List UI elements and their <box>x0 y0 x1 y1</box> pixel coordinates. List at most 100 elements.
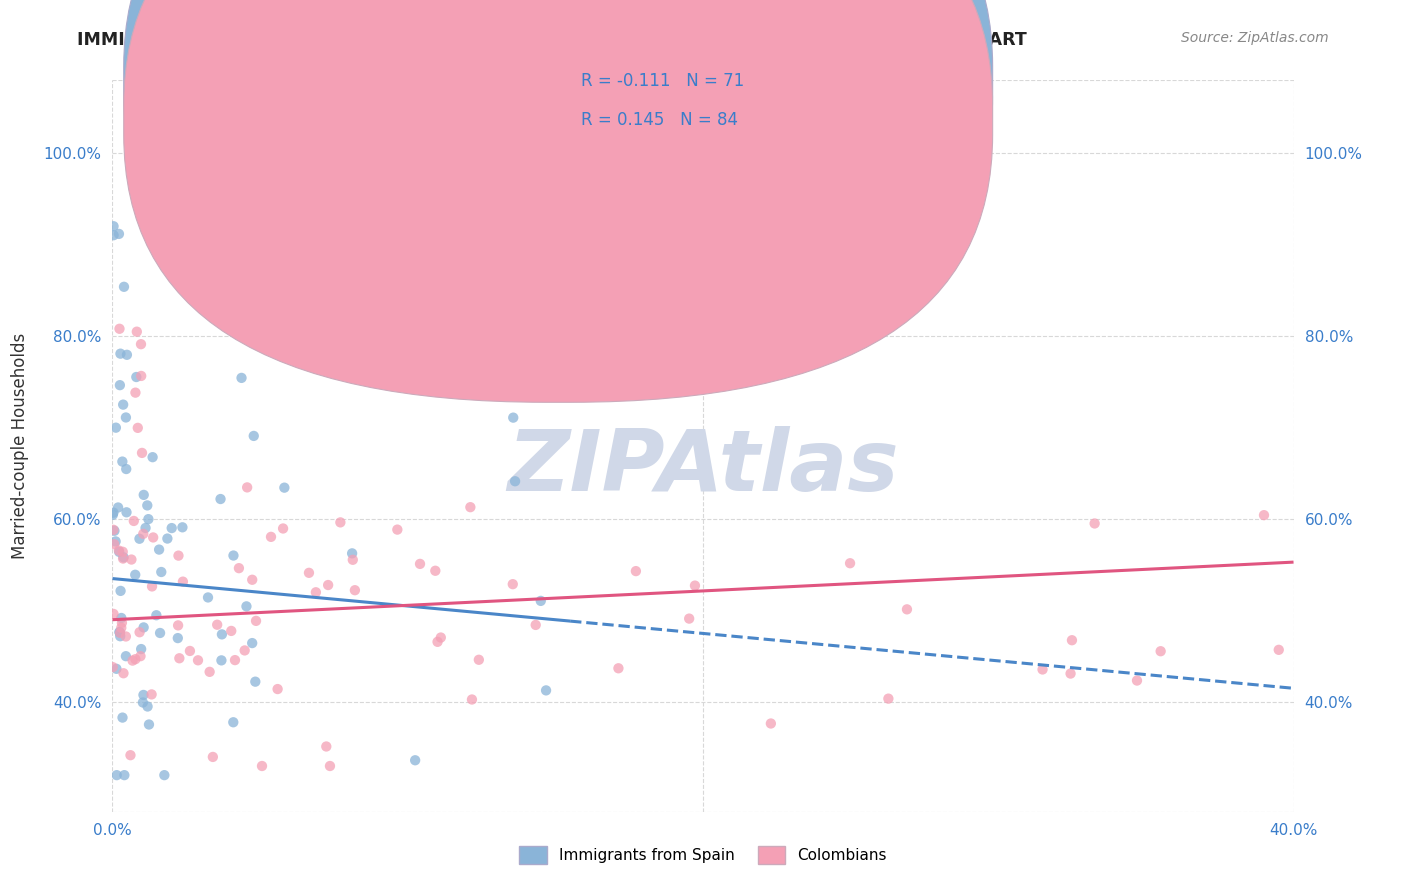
Point <box>534 683 557 698</box>
Point <box>131 446 153 460</box>
Point <box>209 653 232 667</box>
Point <box>115 348 138 362</box>
Point <box>219 624 242 638</box>
Point <box>678 612 700 626</box>
Point <box>108 625 131 640</box>
Point <box>129 642 152 657</box>
Point <box>167 618 190 632</box>
Point <box>503 475 526 489</box>
Point <box>430 631 453 645</box>
Point <box>103 219 125 234</box>
Point <box>105 662 128 676</box>
Point <box>759 716 782 731</box>
Point <box>197 591 219 605</box>
Point <box>115 649 138 664</box>
Point <box>149 626 172 640</box>
Text: ZIPAtlas: ZIPAtlas <box>508 426 898 509</box>
Text: IMMIGRANTS FROM SPAIN VS COLOMBIAN MARRIED-COUPLE HOUSEHOLDS CORRELATION CHART: IMMIGRANTS FROM SPAIN VS COLOMBIAN MARRI… <box>77 31 1026 49</box>
Point <box>115 630 138 644</box>
Point <box>111 710 134 724</box>
Point <box>468 653 491 667</box>
Point <box>108 545 131 559</box>
Point <box>104 420 127 434</box>
Point <box>125 325 148 339</box>
Point <box>877 691 900 706</box>
Point <box>228 561 250 575</box>
Point <box>298 566 321 580</box>
Text: Source: ZipAtlas.com: Source: ZipAtlas.com <box>1181 31 1329 45</box>
Point <box>132 688 155 702</box>
Point <box>409 557 432 571</box>
Point <box>1032 663 1054 677</box>
Point <box>112 280 135 294</box>
Point <box>683 579 706 593</box>
Point <box>103 537 125 551</box>
Point <box>156 532 179 546</box>
Point <box>136 499 159 513</box>
Point <box>141 687 163 701</box>
Point <box>1059 666 1081 681</box>
Point <box>145 608 167 623</box>
Point <box>160 521 183 535</box>
Point <box>124 567 146 582</box>
Point <box>108 543 131 558</box>
Point <box>124 385 146 400</box>
Point <box>120 748 142 763</box>
Point <box>104 534 127 549</box>
Point <box>179 644 201 658</box>
Point <box>172 520 194 534</box>
Point <box>108 625 131 640</box>
Point <box>198 665 221 679</box>
Point <box>108 629 131 643</box>
Point <box>112 666 135 681</box>
Point <box>142 450 165 465</box>
Point <box>101 508 124 522</box>
Point <box>245 674 267 689</box>
Point <box>128 532 150 546</box>
Point <box>1253 508 1275 523</box>
Point <box>240 573 263 587</box>
Point <box>103 607 125 621</box>
Point <box>236 480 259 494</box>
Point <box>172 574 194 589</box>
Point <box>1060 633 1083 648</box>
Point <box>127 421 149 435</box>
Text: R = 0.145   N = 84: R = 0.145 N = 84 <box>581 112 738 129</box>
Point <box>896 602 918 616</box>
Point <box>108 322 131 336</box>
Point <box>103 228 125 243</box>
Point <box>129 368 152 383</box>
Point <box>122 514 145 528</box>
Point <box>132 526 155 541</box>
Point <box>150 565 173 579</box>
Point <box>111 615 134 630</box>
Point <box>110 346 132 360</box>
Point <box>132 620 155 634</box>
Point <box>387 523 409 537</box>
Point <box>115 505 138 519</box>
Point <box>112 398 135 412</box>
Point <box>316 578 339 592</box>
Point <box>110 611 132 625</box>
Point <box>502 410 524 425</box>
Point <box>125 370 148 384</box>
Point <box>224 653 246 667</box>
Point <box>110 583 132 598</box>
Point <box>340 546 363 560</box>
Point <box>110 621 132 635</box>
Point <box>101 660 124 674</box>
Point <box>201 750 224 764</box>
Point <box>319 759 342 773</box>
Point <box>250 759 273 773</box>
Point <box>460 500 482 515</box>
Point <box>112 551 135 566</box>
Point <box>138 717 160 731</box>
Point <box>120 552 142 566</box>
Y-axis label: Married-couple Households: Married-couple Households <box>11 333 30 559</box>
Point <box>211 627 233 641</box>
Point <box>132 488 155 502</box>
Point <box>124 652 146 666</box>
Point <box>404 753 426 767</box>
Point <box>135 521 157 535</box>
Point <box>1150 644 1173 658</box>
